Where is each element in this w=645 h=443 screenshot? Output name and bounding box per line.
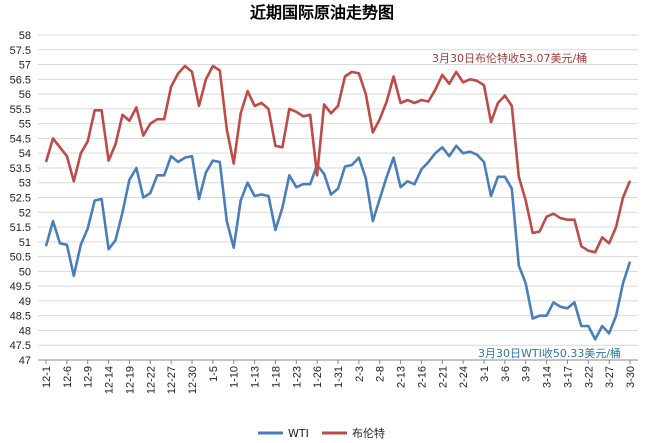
x-tick-label: 1-26 [312, 366, 324, 388]
y-tick-label: 55 [19, 119, 31, 131]
y-tick-label: 54.5 [10, 133, 31, 145]
x-tick-label: 12-19 [124, 366, 136, 394]
y-tick-label: 56.5 [10, 74, 31, 86]
x-tick-label: 1-10 [229, 366, 241, 388]
x-tick-label: 1-13 [250, 366, 262, 388]
x-tick-label: 2-3 [354, 366, 366, 382]
y-tick-label: 49 [19, 296, 31, 308]
x-tick-label: 12-9 [83, 366, 95, 388]
y-tick-label: 57 [19, 60, 31, 72]
y-tick-label: 48.5 [10, 311, 31, 323]
y-tick-label: 51.5 [10, 222, 31, 234]
legend-label-brent: 布伦特 [352, 426, 385, 440]
x-tick-label: 12-6 [62, 366, 74, 388]
chart-title: 近期国际原油走势图 [250, 3, 394, 22]
y-tick-label: 54 [19, 148, 31, 160]
x-tick-label: 2-13 [396, 366, 408, 388]
series-lines [44, 64, 632, 341]
x-tick-label: 2-8 [375, 366, 387, 382]
x-tick-label: 12-1 [41, 366, 53, 388]
x-tick-label: 3-27 [604, 366, 616, 388]
legend-label-wti: WTI [288, 427, 309, 440]
grid-lines [38, 34, 638, 361]
x-tick-label: 2-21 [437, 366, 449, 388]
y-tick-label: 55.5 [10, 104, 31, 116]
legend: WTI 布伦特 [258, 426, 385, 440]
x-tick-label: 3-30 [625, 366, 637, 388]
y-tick-label: 53 [19, 178, 31, 190]
y-tick-label: 57.5 [10, 45, 31, 57]
y-tick-label: 47 [19, 355, 31, 367]
x-tick-label: 1-31 [333, 366, 345, 388]
x-tick-label: 12-30 [187, 366, 199, 394]
x-tick-label: 1-18 [270, 366, 282, 388]
x-tick-label: 3-6 [500, 366, 512, 382]
y-tick-label: 56 [19, 89, 31, 101]
x-tick-label: 12-14 [104, 366, 116, 394]
series-line-brent [44, 64, 632, 254]
annotation-brent: 3月30日布伦特收53.07美元/桶 [432, 51, 587, 65]
y-tick-label: 52 [19, 207, 31, 219]
x-tick-label: 3-1 [479, 366, 491, 382]
y-tick-label: 48 [19, 325, 31, 337]
x-tick-label: 1-5 [208, 366, 220, 382]
x-tick-label: 2-16 [416, 366, 428, 388]
x-tick-label: 3-14 [542, 366, 554, 388]
x-axis-ticks: 12-1 12-6 12-9 12-14 12-19 12-22 12-27 12-30 1-5… [41, 360, 637, 394]
annotation-wti: 3月30日WTI收50.33美元/桶 [478, 346, 621, 360]
y-tick-label: 58 [19, 30, 31, 42]
x-tick-label: 12-27 [166, 366, 178, 394]
y-tick-label: 51 [19, 237, 31, 249]
y-tick-label: 49.5 [10, 281, 31, 293]
y-tick-label: 50 [19, 266, 31, 278]
y-tick-label: 52.5 [10, 193, 31, 205]
x-tick-label: 3-17 [562, 366, 574, 388]
y-tick-label: 50.5 [10, 252, 31, 264]
x-tick-label: 3-22 [583, 366, 595, 388]
y-tick-label: 47.5 [10, 340, 31, 352]
series-line-wti [44, 144, 632, 341]
y-axis-ticks: 47 47.5 48 48.5 49 49.5 50 50.5 51 51.5 52 52.5 53 53… [10, 30, 31, 367]
x-tick-label: 3-9 [521, 366, 533, 382]
y-tick-label: 53.5 [10, 163, 31, 175]
x-tick-label: 12-22 [145, 366, 157, 394]
x-tick-label: 1-23 [291, 366, 303, 388]
x-tick-label: 2-24 [458, 366, 470, 388]
